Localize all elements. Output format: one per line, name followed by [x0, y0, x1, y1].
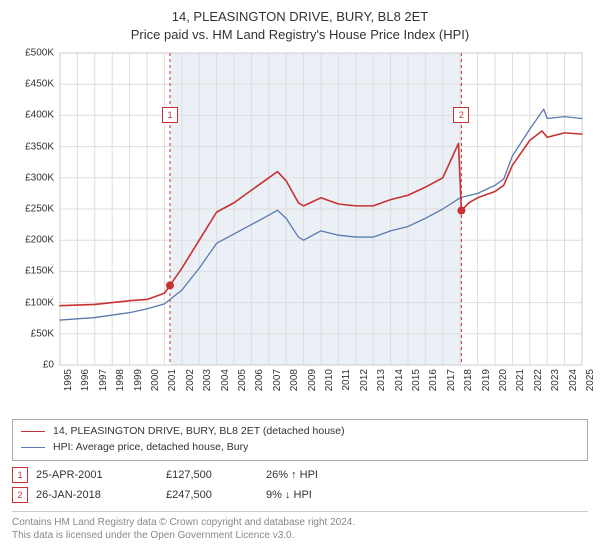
page-title-line1: 14, PLEASINGTON DRIVE, BURY, BL8 2ET — [12, 8, 588, 26]
line-chart-svg — [12, 49, 588, 369]
x-tick-label: 2020 — [498, 369, 509, 391]
sale-row-delta: 26% ↑ HPI — [266, 469, 366, 481]
sale-marker-badge: 2 — [453, 107, 469, 123]
page-title-line2: Price paid vs. HM Land Registry's House … — [12, 26, 588, 44]
x-tick-label: 2011 — [341, 369, 352, 391]
footer-line-2: This data is licensed under the Open Gov… — [12, 529, 588, 543]
x-tick-label: 2017 — [446, 369, 457, 391]
x-tick-label: 1996 — [80, 369, 91, 391]
x-tick-label: 2019 — [481, 369, 492, 391]
x-tick-label: 2001 — [167, 369, 178, 391]
footer-attribution: Contains HM Land Registry data © Crown c… — [12, 511, 588, 543]
x-tick-label: 2009 — [307, 369, 318, 391]
x-tick-label: 2012 — [359, 369, 370, 391]
x-tick-label: 2004 — [220, 369, 231, 391]
legend-item-2: HPI: Average price, detached house, Bury — [21, 440, 579, 456]
x-tick-label: 2005 — [237, 369, 248, 391]
legend-swatch-2 — [21, 447, 45, 448]
x-tick-label: 2013 — [376, 369, 387, 391]
sale-row-price: £247,500 — [166, 489, 266, 501]
x-tick-label: 2024 — [568, 369, 579, 391]
x-tick-label: 2014 — [394, 369, 405, 391]
x-tick-label: 2000 — [150, 369, 161, 391]
sale-row-price: £127,500 — [166, 469, 266, 481]
x-tick-label: 1997 — [98, 369, 109, 391]
legend-text-2: HPI: Average price, detached house, Bury — [53, 440, 248, 456]
y-tick-label: £0 — [43, 360, 54, 371]
chart-area: £0 £50K £100K £150K £200K £250K £300K £350K £400… — [12, 49, 588, 419]
x-tick-label: 1995 — [63, 369, 74, 391]
x-tick-label: 2022 — [533, 369, 544, 391]
x-tick-label: 1998 — [115, 369, 126, 391]
legend-text-1: 14, PLEASINGTON DRIVE, BURY, BL8 2ET (de… — [53, 424, 345, 440]
x-tick-label: 2025 — [585, 369, 596, 391]
y-tick-label: £200K — [25, 235, 54, 246]
x-tick-label: 2003 — [202, 369, 213, 391]
sale-row-date: 26-JAN-2018 — [36, 489, 166, 501]
x-tick-label: 2008 — [289, 369, 300, 391]
sale-row-delta: 9% ↓ HPI — [266, 489, 366, 501]
y-tick-label: £300K — [25, 172, 54, 183]
x-tick-label: 2002 — [185, 369, 196, 391]
x-tick-label: 2016 — [428, 369, 439, 391]
legend-item-1: 14, PLEASINGTON DRIVE, BURY, BL8 2ET (de… — [21, 424, 579, 440]
x-tick-label: 2015 — [411, 369, 422, 391]
x-tick-label: 2010 — [324, 369, 335, 391]
sales-table: 1 25-APR-2001£127,50026% ↑ HPI 2 26-JAN-201… — [12, 467, 588, 503]
sale-row-badge: 1 — [12, 467, 28, 483]
y-tick-label: £500K — [25, 48, 54, 59]
x-tick-label: 2018 — [463, 369, 474, 391]
x-tick-label: 2007 — [272, 369, 283, 391]
y-axis-labels: £0 £50K £100K £150K £200K £250K £300K £350K £400… — [12, 49, 54, 369]
legend-swatch-1 — [21, 431, 45, 432]
sale-marker-badge: 1 — [162, 107, 178, 123]
x-axis-labels: 1995 1996 1997 1998 1999 2000 2001 2002 2003 2004… — [60, 369, 588, 419]
y-tick-label: £150K — [25, 266, 54, 277]
footer-line-1: Contains HM Land Registry data © Crown c… — [12, 516, 588, 530]
y-tick-label: £400K — [25, 110, 54, 121]
x-tick-label: 2006 — [254, 369, 265, 391]
legend-box: 14, PLEASINGTON DRIVE, BURY, BL8 2ET (de… — [12, 419, 588, 461]
sale-row-date: 25-APR-2001 — [36, 469, 166, 481]
x-tick-label: 2021 — [515, 369, 526, 391]
sale-row-badge: 2 — [12, 487, 28, 503]
y-tick-label: £100K — [25, 297, 54, 308]
y-tick-label: £250K — [25, 204, 54, 215]
x-tick-label: 2023 — [550, 369, 561, 391]
y-tick-label: £450K — [25, 79, 54, 90]
y-tick-label: £50K — [31, 328, 54, 339]
y-tick-label: £350K — [25, 141, 54, 152]
x-tick-label: 1999 — [133, 369, 144, 391]
